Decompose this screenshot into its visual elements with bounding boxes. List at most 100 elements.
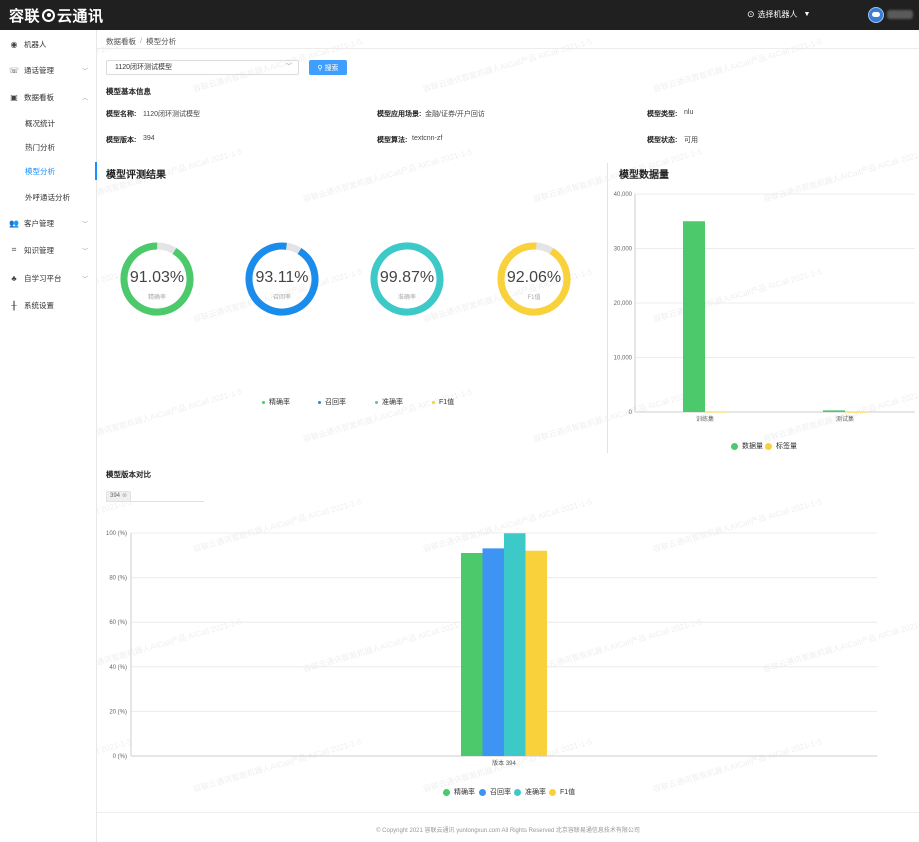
- legend-label: 召回率: [325, 399, 346, 406]
- sidebar-subitem-model-analysis[interactable]: 模型分析: [0, 160, 97, 182]
- model-name-label: 模型名称:: [106, 111, 137, 118]
- legend-item-f1[interactable]: F1值: [549, 787, 575, 797]
- brand-logo: 容联 云通讯: [9, 5, 104, 25]
- sidebar-item-label: 系统设置: [24, 300, 54, 310]
- legend-dot: [262, 400, 265, 404]
- legend-item-precision[interactable]: 精确率: [262, 397, 290, 407]
- bar-召回率[interactable]: [482, 548, 505, 756]
- sidebar-item-data-board[interactable]: ▣ 数据看板 ︿: [0, 86, 97, 108]
- robot-icon: ⊙: [747, 9, 755, 19]
- model-type-value: nlu: [684, 109, 694, 116]
- ring-gauge-f1: [497, 242, 571, 316]
- legend-item-precision[interactable]: 精确率: [443, 787, 475, 797]
- top-bar: 容联 云通讯 ⊙ 选择机器人 ▼: [0, 0, 919, 30]
- close-icon[interactable]: ⊗: [122, 493, 128, 499]
- sidebar-item-self-learning[interactable]: ♣ 自学习平台 ﹀: [0, 267, 97, 289]
- ring-progress-arc: [245, 242, 319, 316]
- y-tick-label: 80 (%): [109, 576, 127, 582]
- legend-item-label-count[interactable]: 标签量: [765, 441, 797, 451]
- ring-gauge-precision: [120, 242, 194, 316]
- sidebar-item-customer[interactable]: 👥 客户管理 ﹀: [0, 212, 97, 234]
- y-tick-label: 20,000: [614, 301, 633, 307]
- ring-progress-arc: [497, 242, 571, 316]
- phone-icon: ☏: [9, 65, 20, 75]
- legend-label: F1值: [560, 789, 576, 796]
- chevron-down-icon: ﹀: [285, 64, 292, 70]
- bar-数据量[interactable]: [823, 410, 845, 412]
- ring-gauge-recall: [245, 242, 319, 316]
- logo-text-left: 容联: [9, 7, 41, 25]
- sidebar-subitem-label: 模型分析: [25, 166, 55, 176]
- robot-select-label: 选择机器人: [757, 10, 798, 19]
- ring-value: 99.87%: [379, 269, 435, 286]
- search-button[interactable]: ⚲ 搜索: [309, 60, 347, 75]
- version-select[interactable]: 394 ⊗: [106, 489, 204, 502]
- robot-select-dropdown[interactable]: ⊙ 选择机器人 ▼: [747, 9, 810, 20]
- chevron-up-icon: ︿: [81, 95, 88, 102]
- y-tick-label: 30,000: [614, 247, 633, 253]
- sidebar-subitem-hot-analysis[interactable]: 热门分析: [0, 136, 97, 158]
- model-algo-label: 模型算法:: [377, 137, 408, 144]
- board-icon: ▣: [10, 92, 18, 102]
- username-blurred[interactable]: [887, 10, 913, 19]
- model-type-label: 模型类型:: [647, 111, 678, 118]
- chevron-down-icon: ﹀: [81, 276, 88, 283]
- sidebar-subitem-overview[interactable]: 概况统计: [0, 112, 97, 134]
- sidebar-item-robot[interactable]: ◉ 机器人: [0, 33, 97, 55]
- legend-label: F1值: [439, 399, 455, 406]
- chevron-down-icon: ﹀: [81, 248, 88, 255]
- sidebar-item-knowledge[interactable]: ⌗ 知识管理 ﹀: [0, 239, 97, 261]
- sidebar-subitem-outbound-analysis[interactable]: 外呼通话分析: [0, 186, 97, 208]
- sidebar-item-label: 机器人: [24, 39, 47, 49]
- ring-value: 92.06%: [506, 269, 562, 286]
- bar-数据量[interactable]: [683, 221, 705, 412]
- legend-label: 标签量: [776, 443, 797, 450]
- avatar[interactable]: [868, 7, 884, 23]
- ring-label: 精确率: [147, 295, 166, 301]
- legend-item-accuracy[interactable]: 准确率: [375, 397, 403, 407]
- breadcrumb-root[interactable]: 数据看板: [106, 37, 136, 46]
- legend-item-accuracy[interactable]: 准确率: [514, 787, 546, 797]
- sidebar-item-settings[interactable]: ╫ 系统设置: [0, 294, 97, 316]
- bar-准确率[interactable]: [504, 533, 526, 756]
- sidebar-item-label: 通话管理: [24, 65, 54, 75]
- legend-dot: [549, 788, 556, 796]
- breadcrumb: 数据看板 / 模型分析: [106, 36, 176, 47]
- caret-down-icon: ▼: [803, 11, 811, 18]
- x-tick-label: 版本 394: [492, 759, 516, 767]
- model-scene-value: 金融/证券/开户回访: [425, 111, 485, 118]
- legend-dot: [765, 442, 772, 450]
- legend-dot: [432, 400, 435, 404]
- version-tag[interactable]: 394 ⊗: [106, 491, 132, 502]
- legend-label: 召回率: [490, 789, 511, 796]
- footer-copyright: © Copyright 2021 容联云通讯 yuntongxun.com Al…: [376, 828, 640, 834]
- y-tick-label: 0 (%): [113, 754, 127, 760]
- legend-label: 准确率: [525, 789, 546, 796]
- bar-精确率[interactable]: [461, 553, 483, 756]
- legend-item-recall[interactable]: 召回率: [318, 397, 346, 407]
- y-tick-label: 0: [629, 410, 633, 416]
- sidebar-item-call-management[interactable]: ☏ 通话管理 ﹀: [0, 59, 97, 81]
- bar-F1值[interactable]: [525, 550, 548, 756]
- legend-item-f1[interactable]: F1值: [432, 397, 454, 407]
- divider: [97, 48, 919, 49]
- watermark-text: 容联云通讯智能机器人AICall产品 AICall 2021-1-5: [72, 387, 244, 444]
- model-select[interactable]: 1120闭环测试模型 ﹀: [106, 60, 299, 75]
- sidebar-subitem-label: 热门分析: [25, 142, 55, 152]
- basic-info-title: 模型基本信息: [106, 87, 151, 96]
- model-version-label: 模型版本:: [106, 137, 137, 144]
- legend-item-data-count[interactable]: 数据量: [731, 441, 763, 451]
- evaluation-title: 模型评测结果: [106, 170, 166, 181]
- legend-dot: [443, 788, 450, 796]
- breadcrumb-current: 模型分析: [146, 37, 177, 46]
- model-name-value: 1120闭环测试模型: [143, 111, 201, 118]
- legend-item-recall[interactable]: 召回率: [479, 787, 511, 797]
- y-tick-label: 20 (%): [109, 709, 127, 715]
- y-tick-label: 100 (%): [106, 531, 127, 537]
- legend-dot: [318, 400, 321, 404]
- y-tick-label: 60 (%): [109, 620, 127, 626]
- bar-标签量[interactable]: [845, 411, 867, 413]
- card-divider: [607, 163, 608, 453]
- bar-标签量[interactable]: [705, 411, 727, 413]
- model-scene-label: 模型应用场景:: [377, 111, 422, 118]
